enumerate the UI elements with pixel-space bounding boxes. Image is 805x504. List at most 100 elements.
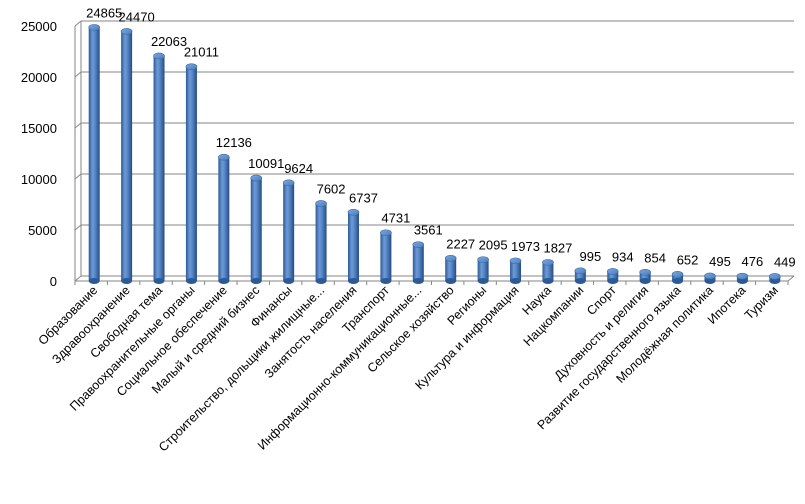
- data-label: 2095: [479, 238, 508, 253]
- bar: [120, 28, 133, 284]
- bar: [736, 272, 749, 284]
- bar-body: [347, 212, 359, 281]
- data-label: 9624: [284, 161, 313, 176]
- gridline-depth: [74, 275, 82, 282]
- data-label: 7602: [317, 181, 346, 196]
- bar-cap: [639, 268, 651, 276]
- data-label: 934: [612, 249, 634, 264]
- bar-cap: [153, 52, 165, 60]
- bar-cap: [509, 257, 522, 265]
- bar: [218, 153, 230, 284]
- bar: [509, 257, 522, 284]
- bar-base: [736, 278, 748, 284]
- bar: [768, 273, 781, 284]
- bar-body: [121, 31, 133, 281]
- bar-cap: [736, 272, 749, 280]
- bar-cap: [185, 63, 198, 70]
- bar-base: [380, 278, 392, 284]
- bar-base: [477, 278, 489, 284]
- bar-base: [769, 278, 781, 284]
- bar-body: [672, 274, 684, 281]
- bar-body: [607, 271, 619, 281]
- bar-base: [153, 278, 165, 284]
- bar-cap: [120, 28, 133, 35]
- bar: [477, 256, 489, 284]
- bar-body: [218, 157, 230, 281]
- bar-base: [283, 278, 295, 284]
- bar-body: [250, 178, 262, 281]
- bar: [639, 268, 651, 284]
- bar-body: [88, 27, 100, 282]
- data-label: 3561: [414, 223, 443, 238]
- bar-cap: [380, 229, 392, 237]
- gridline-depth: [74, 20, 82, 27]
- bar-body: [315, 203, 327, 281]
- bar-base: [121, 278, 133, 284]
- y-tick-label: 20000: [21, 70, 57, 85]
- bar-base: [347, 278, 359, 284]
- bar: [88, 24, 101, 284]
- y-tick-label: 25000: [21, 19, 57, 34]
- bar-body: [445, 258, 457, 281]
- bar-base: [88, 278, 100, 284]
- axes: [74, 21, 795, 285]
- bar: [704, 272, 716, 284]
- gridline-depth: [74, 71, 82, 78]
- bar-cap: [477, 256, 489, 263]
- bar-base: [607, 278, 619, 284]
- bar: [185, 63, 198, 284]
- y-tick-label: 15000: [21, 121, 57, 136]
- bar: [444, 254, 457, 284]
- bar-body: [185, 66, 197, 281]
- bar-base: [445, 278, 457, 284]
- gridline-depth: [74, 173, 82, 180]
- bar-body: [477, 259, 489, 281]
- bar-base: [639, 278, 651, 284]
- bar-cap: [542, 259, 554, 266]
- data-label: 4731: [381, 211, 410, 226]
- bar-body: [412, 244, 424, 281]
- bar: [250, 174, 263, 284]
- bar-cap: [88, 24, 101, 31]
- bar-base: [704, 278, 716, 284]
- bar-body: [574, 270, 586, 281]
- bar-cap: [315, 200, 327, 207]
- bar-cap: [574, 267, 587, 275]
- data-label: 24865: [86, 5, 122, 20]
- bar-body: [380, 232, 392, 281]
- bar-body: [542, 262, 554, 281]
- bar-cap: [768, 273, 781, 280]
- bar: [153, 52, 165, 284]
- bar: [347, 208, 360, 284]
- data-label: 1973: [511, 239, 540, 254]
- bar-cap: [250, 174, 263, 182]
- data-label: 1827: [543, 240, 572, 255]
- data-label: 6737: [349, 190, 378, 205]
- bar-base: [574, 278, 586, 284]
- bar-base: [672, 278, 684, 284]
- bar-body: [153, 55, 165, 282]
- bar-cap: [218, 153, 230, 161]
- gridline-depth: [74, 122, 82, 129]
- data-label: 652: [677, 252, 699, 267]
- bar-base: [412, 278, 424, 284]
- data-label: 21011: [184, 45, 219, 60]
- data-label: 854: [644, 250, 666, 265]
- bar: [412, 241, 425, 284]
- bar-body: [639, 272, 651, 281]
- bars: [88, 24, 781, 284]
- bar-base: [218, 278, 230, 284]
- data-label: 24470: [119, 9, 155, 24]
- data-label: 22063: [151, 34, 187, 49]
- bar-base: [315, 278, 327, 284]
- bar-cap: [412, 241, 425, 248]
- data-label: 495: [709, 254, 731, 269]
- category-label: Туризм: [742, 283, 781, 322]
- bar-base: [250, 278, 262, 284]
- data-label: 449: [774, 254, 796, 269]
- bar: [606, 268, 619, 284]
- bar-cap: [444, 254, 457, 262]
- y-tick-label: 0: [50, 274, 57, 289]
